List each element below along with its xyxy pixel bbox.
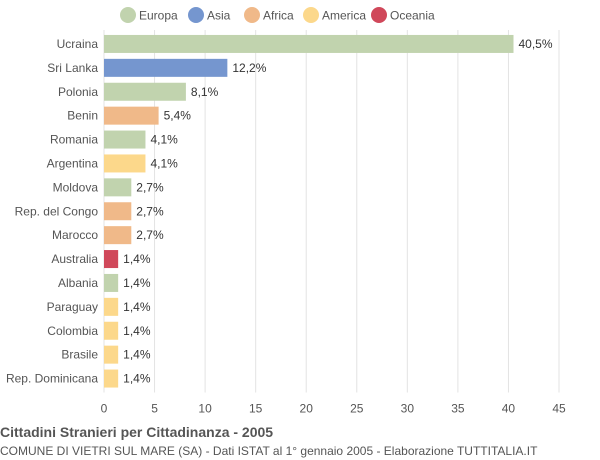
bar-australia <box>104 250 119 269</box>
chart-bars: Ucraina 40,5% Sri Lanka 12,2% Polonia 8,1% Ben… <box>6 34 553 388</box>
value-label-moldova: 2,7% <box>136 180 164 194</box>
value-label-ucraina: 40,5% <box>519 37 553 51</box>
category-label-brasile: Brasile <box>61 348 98 362</box>
bar-ucraina <box>104 34 514 53</box>
bar-rep-dominicana <box>104 369 119 388</box>
bar-argentina <box>104 154 146 173</box>
value-label-rep-del-congo: 2,7% <box>136 204 164 218</box>
bar-colombia <box>104 321 119 340</box>
legend-marker-oceania <box>371 7 387 23</box>
category-label-albania: Albania <box>58 276 98 290</box>
category-label-paraguay: Paraguay <box>47 300 98 314</box>
value-label-benin: 5,4% <box>164 109 192 123</box>
category-label-ucraina: Ucraina <box>57 37 99 51</box>
value-label-paraguay: 1,4% <box>123 300 151 314</box>
value-label-sri-lanka: 12,2% <box>232 61 266 75</box>
x-tick-label-5: 5 <box>151 402 158 416</box>
x-tick-label-40: 40 <box>502 402 516 416</box>
bar-benin <box>104 106 159 125</box>
category-label-benin: Benin <box>67 109 98 123</box>
x-tick-label-35: 35 <box>451 402 465 416</box>
category-label-rep-del-congo: Rep. del Congo <box>15 204 99 218</box>
category-label-romania: Romania <box>50 133 98 147</box>
category-label-polonia: Polonia <box>58 85 98 99</box>
bar-rep-del-congo <box>104 202 132 221</box>
x-tick-label-20: 20 <box>300 402 314 416</box>
bar-moldova <box>104 178 132 197</box>
chart-legend: Europa Asia Africa America Oceania <box>120 7 435 23</box>
x-tick-label-25: 25 <box>350 402 364 416</box>
value-label-colombia: 1,4% <box>123 324 151 338</box>
legend-marker-europa <box>120 7 136 23</box>
value-label-australia: 1,4% <box>123 252 151 266</box>
category-label-australia: Australia <box>51 252 98 266</box>
value-label-rep-dominicana: 1,4% <box>123 372 151 386</box>
category-label-colombia: Colombia <box>47 324 98 338</box>
value-label-albania: 1,4% <box>123 276 151 290</box>
bar-romania <box>104 130 146 149</box>
category-label-sri-lanka: Sri Lanka <box>47 61 98 75</box>
legend-label-africa: Africa <box>263 9 294 23</box>
x-tick-label-0: 0 <box>101 402 108 416</box>
category-label-marocco: Marocco <box>52 228 98 242</box>
value-label-argentina: 4,1% <box>150 156 178 170</box>
legend-marker-africa <box>244 7 260 23</box>
value-label-marocco: 2,7% <box>136 228 164 242</box>
bar-marocco <box>104 226 132 245</box>
x-tick-label-30: 30 <box>401 402 415 416</box>
x-tick-label-10: 10 <box>198 402 212 416</box>
category-label-argentina: Argentina <box>47 156 99 170</box>
legend-label-america: America <box>322 9 366 23</box>
legend-label-asia: Asia <box>207 9 231 23</box>
chart-caption-subtitle: COMUNE DI VIETRI SUL MARE (SA) - Dati IS… <box>0 444 538 458</box>
value-label-romania: 4,1% <box>150 133 178 147</box>
legend-marker-asia <box>188 7 204 23</box>
value-label-polonia: 8,1% <box>191 85 219 99</box>
category-label-moldova: Moldova <box>53 180 99 194</box>
bar-chart: Europa Asia Africa America Oceania Ucraina 40… <box>6 7 566 416</box>
value-label-brasile: 1,4% <box>123 348 151 362</box>
legend-marker-america <box>303 7 319 23</box>
bar-albania <box>104 273 119 292</box>
x-tick-label-15: 15 <box>249 402 263 416</box>
bar-brasile <box>104 345 119 364</box>
category-label-rep-dominicana: Rep. Dominicana <box>6 372 98 386</box>
bar-polonia <box>104 82 186 101</box>
x-axis: 0 5 10 15 20 25 30 35 40 45 <box>101 402 566 416</box>
bar-paraguay <box>104 297 119 316</box>
legend-label-oceania: Oceania <box>390 9 435 23</box>
chart-caption-title: Cittadini Stranieri per Cittadinanza - 2… <box>0 424 274 440</box>
bar-sri-lanka <box>104 58 228 77</box>
x-tick-label-45: 45 <box>552 402 566 416</box>
legend-label-europa: Europa <box>139 9 178 23</box>
